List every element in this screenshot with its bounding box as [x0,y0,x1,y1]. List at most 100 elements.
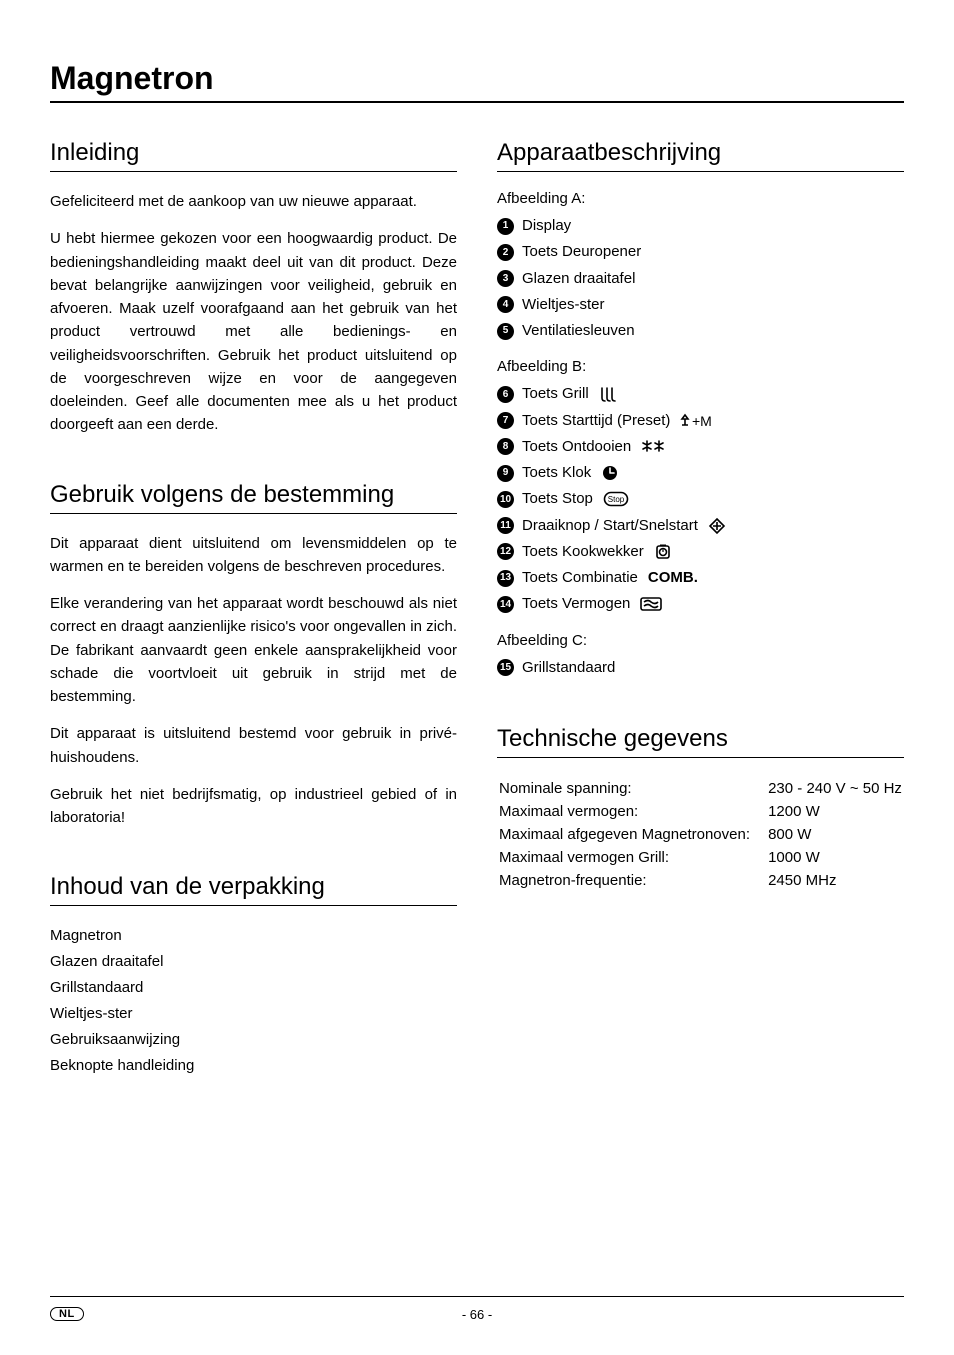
item-label: Toets Klok [522,460,591,486]
number-badge: 3 [497,270,514,287]
list-item: 14 Toets Vermogen [497,591,904,617]
left-column: Inleiding Gefeliciteerd met de aankoop v… [50,139,457,1080]
number-badge: 5 [497,323,514,340]
group-c-list: 15 Grillstandaard [497,655,904,681]
inhoud-list: MagnetronGlazen draaitafelGrillstandaard… [50,924,457,1078]
heading-inhoud: Inhoud van de verpakking [50,873,457,906]
heading-apparaat: Apparaatbeschrijving [497,139,904,172]
item-label: Glazen draaitafel [522,266,635,292]
item-label: Toets Ontdooien [522,434,631,460]
item-label: Draaiknop / Start/Snelstart [522,513,698,539]
item-label: Toets Kookwekker [522,539,644,565]
number-badge: 13 [497,570,514,587]
timer-icon [654,543,672,561]
heading-gebruik: Gebruik volgens de bestemming [50,481,457,514]
spec-label: Maximaal afgegeven Magnetronoven: [499,824,750,845]
page-footer: NL - 66 - [50,1296,904,1321]
item-label: Display [522,213,571,239]
number-badge: 8 [497,438,514,455]
spec-value: 2450 MHz [752,870,902,891]
spec-table: Nominale spanning:230 - 240 V ~ 50 HzMax… [497,776,904,893]
list-item: 4 Wieltjes-ster [497,292,904,318]
clock-icon [601,464,619,482]
number-badge: 2 [497,244,514,261]
spec-label: Maximaal vermogen Grill: [499,847,750,868]
spec-value: 800 W [752,824,902,845]
preset-icon: +M [680,412,720,430]
list-item: Magnetron [50,924,457,948]
page-title: Magnetron [50,60,904,103]
svg-text:Stop: Stop [608,495,625,504]
item-label: Toets Starttijd (Preset) [522,408,670,434]
group-c-title: Afbeelding C: [497,632,904,649]
number-badge: 14 [497,596,514,613]
lang-badge: NL [50,1307,84,1321]
content-columns: Inleiding Gefeliciteerd met de aankoop v… [50,139,904,1080]
item-label: Toets Deuropener [522,239,641,265]
grill-icon [599,386,621,402]
gebruik-p4: Gebruik het niet bedrijfsmatig, op indus… [50,783,457,830]
table-row: Maximaal vermogen:1200 W [499,801,902,822]
gebruik-p1: Dit apparaat dient uitsluitend om levens… [50,532,457,579]
gebruik-p3: Dit apparaat is uitsluitend bestemd voor… [50,722,457,769]
list-item: 9 Toets Klok [497,460,904,486]
group-b-title: Afbeelding B: [497,358,904,375]
table-row: Maximaal afgegeven Magnetronoven:800 W [499,824,902,845]
item-label: Grillstandaard [522,655,615,681]
number-badge: 12 [497,543,514,560]
table-row: Maximaal vermogen Grill:1000 W [499,847,902,868]
number-badge: 6 [497,386,514,403]
defrost-icon [641,439,667,455]
number-badge: 15 [497,659,514,676]
heading-inleiding: Inleiding [50,139,457,172]
spec-value: 230 - 240 V ~ 50 Hz [752,778,902,799]
spec-label: Nominale spanning: [499,778,750,799]
list-item: 11 Draaiknop / Start/Snelstart [497,513,904,539]
svg-text:+M: +M [692,413,712,429]
item-label: Wieltjes-ster [522,292,605,318]
table-row: Magnetron-frequentie:2450 MHz [499,870,902,891]
inleiding-p1: Gefeliciteerd met de aankoop van uw nieu… [50,190,457,213]
list-item: Beknopte handleiding [50,1054,457,1078]
group-b-list: 6Toets Grill7Toets Starttijd (Preset)+M8… [497,381,904,617]
item-label: Toets Vermogen [522,591,630,617]
inleiding-p2: U hebt hiermee gekozen voor een hoogwaar… [50,227,457,436]
power-icon [640,597,662,611]
heading-tech: Technische gegevens [497,725,904,758]
list-item: 5 Ventilatiesleuven [497,318,904,344]
list-item: 2 Toets Deuropener [497,239,904,265]
spec-value: 1200 W [752,801,902,822]
spec-label: Magnetron-frequentie: [499,870,750,891]
number-badge: 4 [497,296,514,313]
list-item: 3 Glazen draaitafel [497,266,904,292]
group-a-title: Afbeelding A: [497,190,904,207]
number-badge: 1 [497,218,514,235]
group-a-list: 1 Display 2 Toets Deuropener 3 Glazen draaita… [497,213,904,344]
table-row: Nominale spanning:230 - 240 V ~ 50 Hz [499,778,902,799]
dial-icon [708,517,726,535]
list-item: 10 Toets Stop Stop [497,486,904,512]
list-item: Wieltjes-ster [50,1002,457,1026]
list-item: Glazen draaitafel [50,950,457,974]
list-item: 13 Toets Combinatie COMB. [497,565,904,591]
list-item: Grillstandaard [50,976,457,1000]
item-label: Toets Grill [522,381,589,407]
number-badge: 10 [497,491,514,508]
item-label: Toets Combinatie [522,565,638,591]
spec-label: Maximaal vermogen: [499,801,750,822]
item-label: Ventilatiesleuven [522,318,635,344]
number-badge: 9 [497,465,514,482]
spec-value: 1000 W [752,847,902,868]
comb-icon: COMB. [648,565,698,591]
item-label: Toets Stop [522,486,593,512]
list-item: 12 Toets Kookwekker [497,539,904,565]
list-item: 6 Toets Grill [497,381,904,407]
list-item: 1 Display [497,213,904,239]
list-item: 15 Grillstandaard [497,655,904,681]
list-item: 8 Toets Ontdooien [497,434,904,460]
right-column: Apparaatbeschrijving Afbeelding A: 1 Disp… [497,139,904,1080]
number-badge: 11 [497,517,514,534]
page-number: - 66 - [462,1307,492,1322]
gebruik-p2: Elke verandering van het apparaat wordt … [50,592,457,708]
list-item: Gebruiksaanwijzing [50,1028,457,1052]
